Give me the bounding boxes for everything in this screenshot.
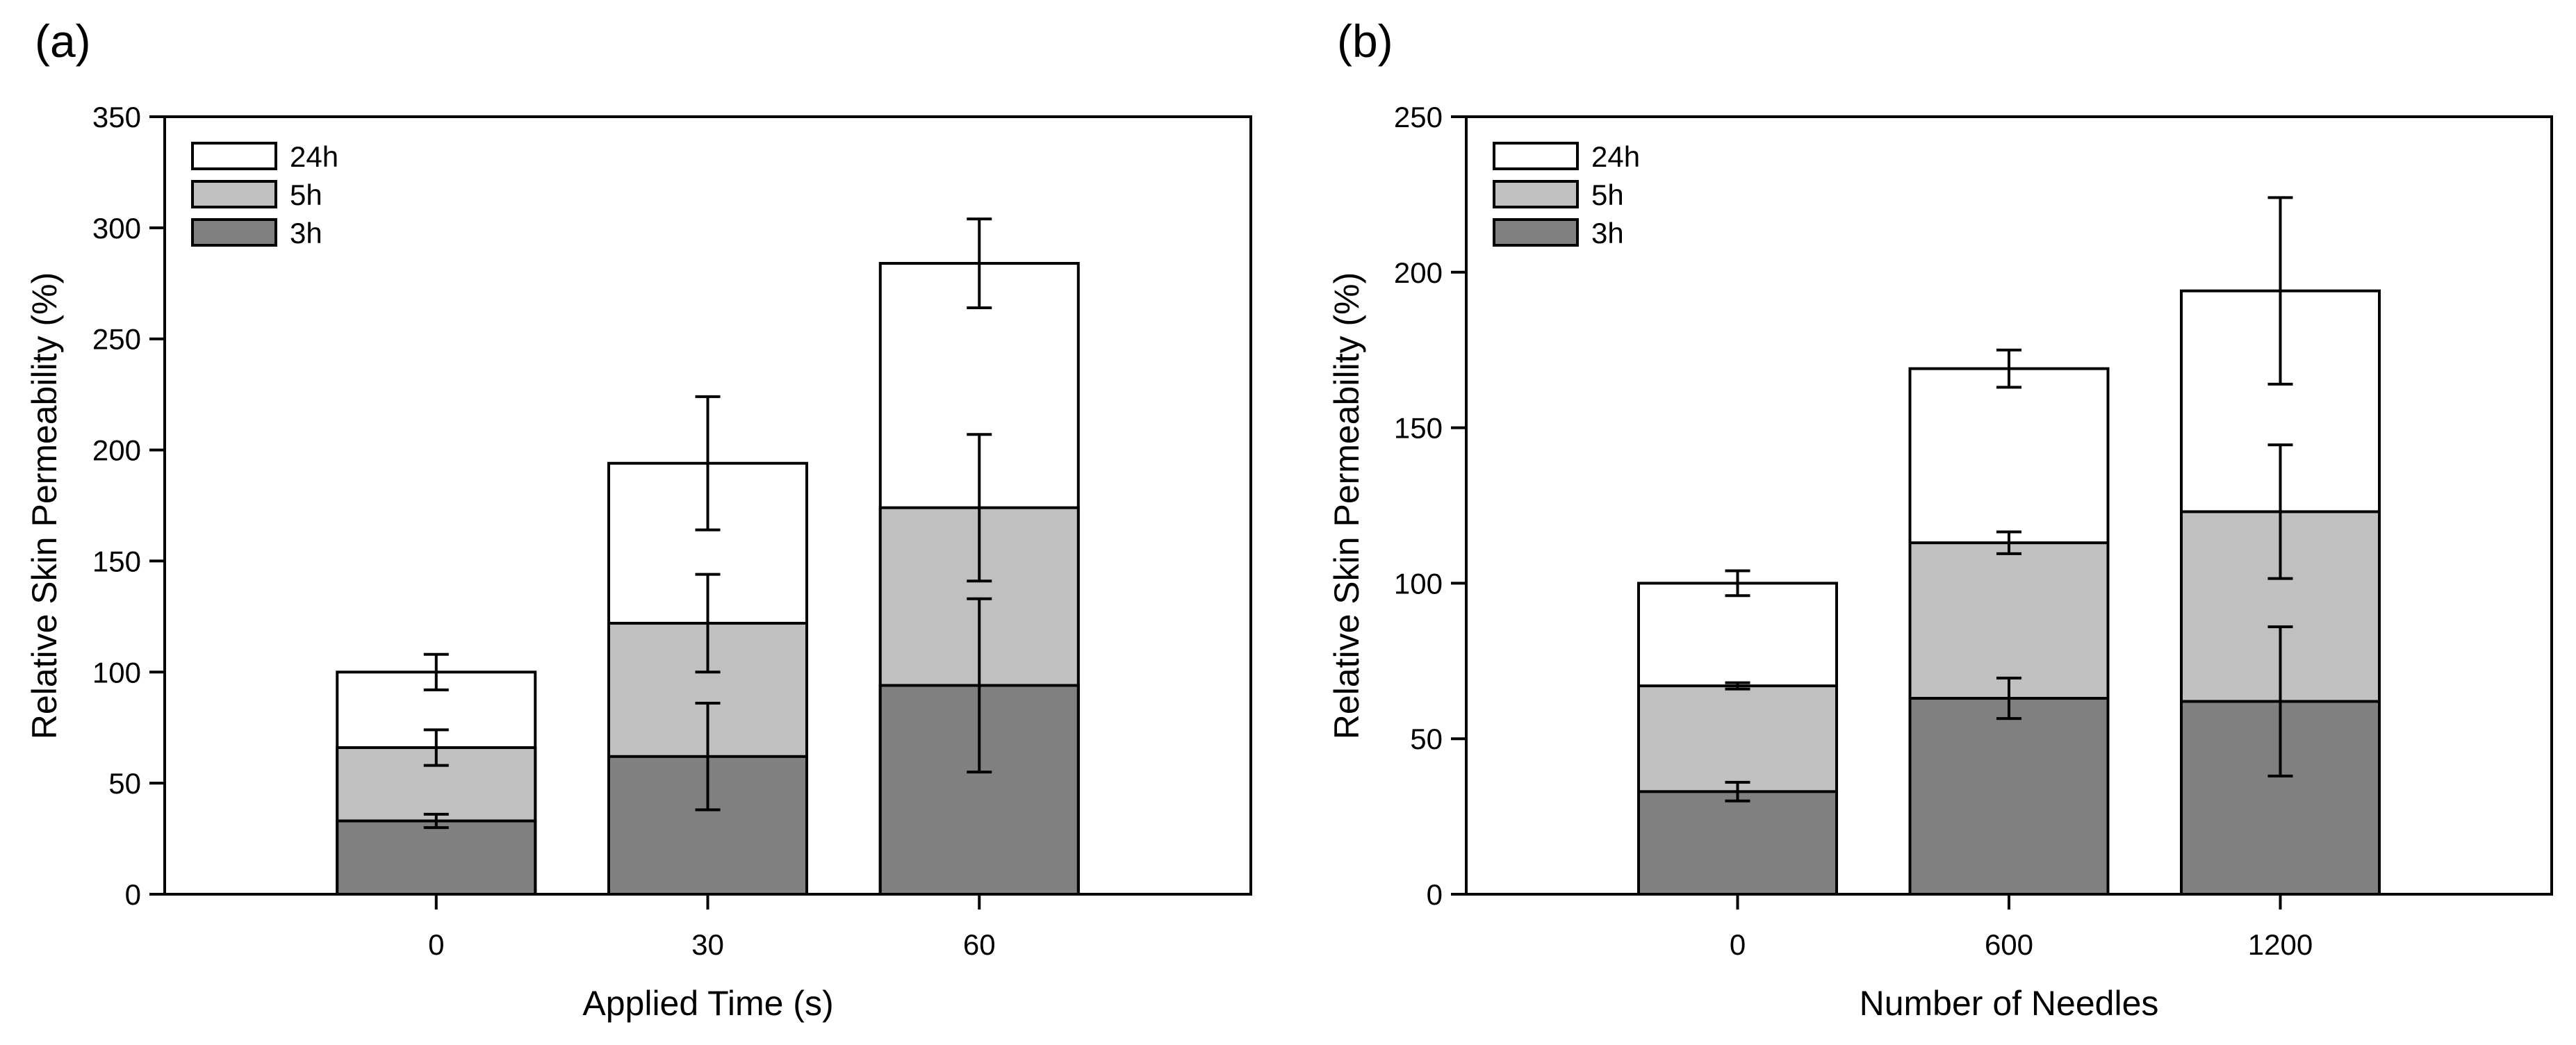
y-tick-label-a-0: 0	[125, 878, 141, 911]
x-tick-label-a-60: 60	[963, 928, 996, 961]
legend-swatch-b-24h	[1493, 142, 1579, 170]
bar-a-3h-0	[336, 819, 537, 896]
y-tick-label-b-200: 200	[1394, 256, 1443, 289]
legend-label-b-3h: 3h	[1591, 217, 1624, 249]
y-tick-label-b-50: 50	[1410, 723, 1443, 755]
legend-label-b-5h: 5h	[1591, 179, 1624, 211]
panel-label-a: (a)	[35, 15, 91, 67]
y-tick-label-b-100: 100	[1394, 567, 1443, 600]
y-tick-label-a-50: 50	[108, 767, 141, 800]
x-tick-label-a-30: 30	[691, 928, 724, 961]
bar-b-3h-0	[1637, 790, 1838, 896]
y-tick-label-a-200: 200	[92, 434, 141, 467]
y-tick-label-b-150: 150	[1394, 412, 1443, 445]
legend-swatch-b-5h	[1493, 180, 1579, 208]
legend-swatch-b-3h	[1493, 218, 1579, 247]
y-tick-label-a-350: 350	[92, 101, 141, 133]
y-tick-label-b-250: 250	[1394, 101, 1443, 133]
x-tick-label-a-0: 0	[428, 928, 444, 961]
bar-b-3h-600	[1908, 697, 2110, 896]
x-tick-label-b-1200: 1200	[2248, 928, 2313, 961]
legend-label-a-5h: 5h	[290, 179, 322, 211]
x-axis-title-b: Number of Needles	[1860, 984, 2159, 1023]
panel-b: (b) Number of Needles Relative Skin Perm…	[1327, 15, 2553, 1023]
y-tick-label-a-100: 100	[92, 656, 141, 689]
y-axis-title-a: Relative Skin Permeability (%)	[25, 272, 64, 739]
y-tick-label-a-150: 150	[92, 545, 141, 577]
x-tick-label-b-0: 0	[1730, 928, 1746, 961]
y-tick-label-a-300: 300	[92, 212, 141, 245]
y-tick-label-a-250: 250	[92, 323, 141, 356]
panel-a: (a) Applied Time (s) Relative Skin Perme…	[25, 15, 1252, 1023]
panel-label-b: (b)	[1337, 15, 1393, 67]
legend-swatch-a-5h	[191, 180, 277, 208]
x-axis-title-a: Applied Time (s)	[582, 984, 833, 1023]
legend-swatch-a-24h	[191, 142, 277, 170]
legend-swatch-a-3h	[191, 218, 277, 247]
legend-label-a-3h: 3h	[290, 217, 322, 249]
legend-label-b-24h: 24h	[1591, 140, 1640, 173]
y-axis-title-b: Relative Skin Permeability (%)	[1327, 272, 1366, 739]
legend-label-a-24h: 24h	[290, 140, 338, 173]
y-tick-label-b-0: 0	[1427, 878, 1443, 911]
x-tick-label-b-600: 600	[1985, 928, 2033, 961]
